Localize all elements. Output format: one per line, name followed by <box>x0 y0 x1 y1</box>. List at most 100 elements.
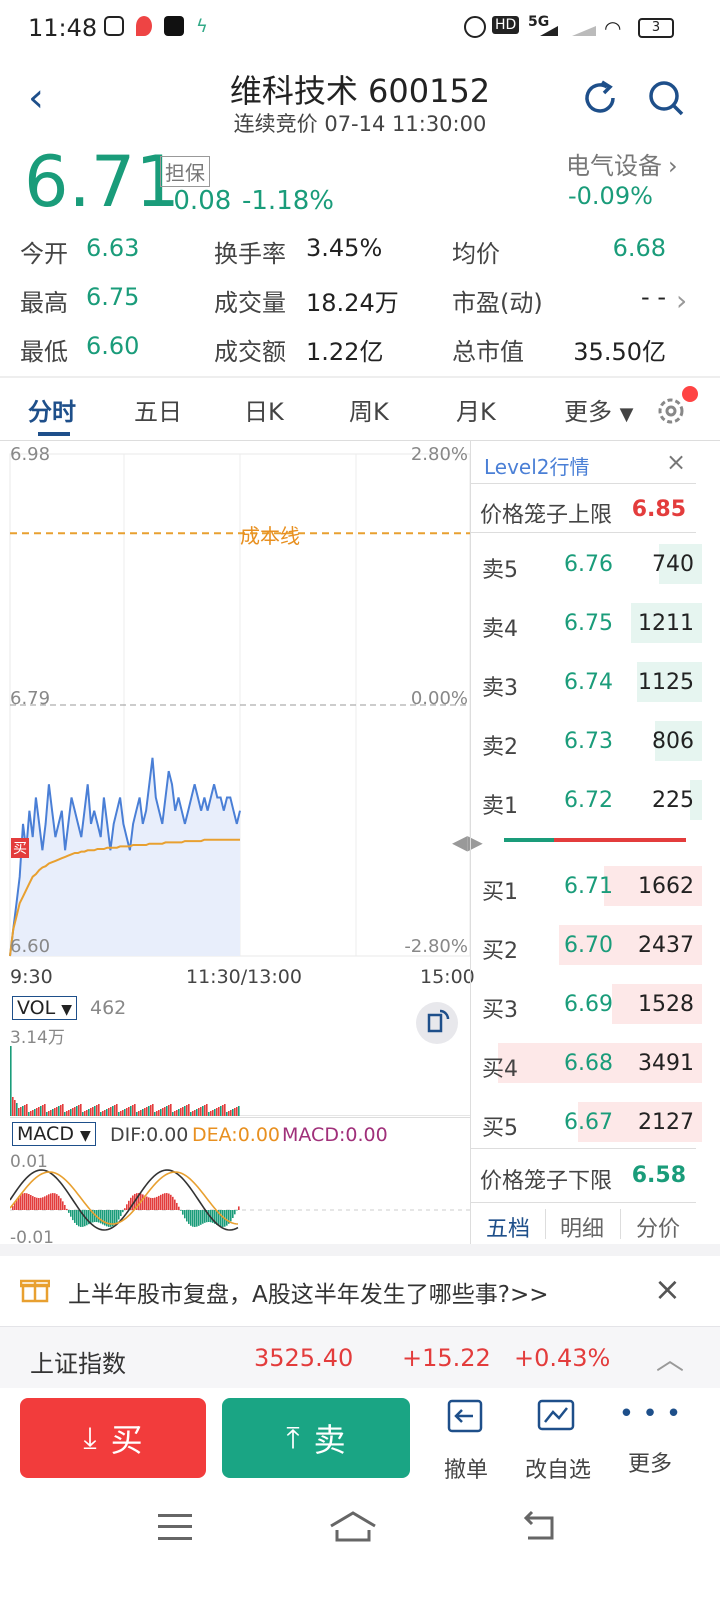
vol-bar <box>78 1105 80 1116</box>
macd-selector-label: MACD <box>17 1123 74 1145</box>
macd-bar <box>148 1197 150 1210</box>
bid-row[interactable]: 买4 6.68 3491 <box>482 1043 702 1083</box>
settings-icon[interactable] <box>654 394 688 428</box>
ask-row[interactable]: 卖5 6.76 740 <box>482 544 702 584</box>
news-link[interactable]: 上半年股市复盘，A股这半年发生了哪些事?>> <box>68 1282 549 1308</box>
tab-details[interactable]: 明细 <box>560 1217 605 1242</box>
macd-bar <box>16 1199 18 1210</box>
tab-more[interactable]: 更多 ▼ <box>564 398 634 426</box>
notification-dot <box>682 386 698 402</box>
ask-row[interactable]: 卖3 6.74 1125 <box>482 662 702 702</box>
macd-bar <box>220 1210 222 1227</box>
level2-close-icon[interactable]: × <box>666 448 687 476</box>
search-icon[interactable] <box>646 78 686 118</box>
sector-link[interactable]: 电气设备 › <box>566 152 678 180</box>
bid-label: 买4 <box>482 1057 518 1082</box>
refresh-icon[interactable] <box>580 78 620 118</box>
macd-bar <box>122 1210 124 1213</box>
volume-bars <box>10 1046 470 1116</box>
tab-daily-k[interactable]: 日K <box>244 398 284 426</box>
intraday-chart[interactable] <box>0 440 472 990</box>
ask-row[interactable]: 卖1 6.72 225 <box>482 780 702 820</box>
bid-price: 6.69 <box>564 992 613 1017</box>
sector-change: -0.09% <box>568 182 653 210</box>
bid-row[interactable]: 买5 6.67 2127 <box>482 1102 702 1142</box>
stats-expand-icon[interactable]: › <box>676 284 688 317</box>
macd-bar <box>216 1210 218 1225</box>
edit-watchlist-button[interactable]: 改自选 <box>518 1398 598 1484</box>
panel-toggle-icon[interactable]: ◀▶ <box>452 830 483 854</box>
vol-bar <box>164 1107 166 1116</box>
macd-selector[interactable]: MACD ▼ <box>12 1122 96 1146</box>
buy-label: 买 <box>110 1421 143 1459</box>
macd-value: MACD:0.00 <box>282 1124 388 1146</box>
bid-row[interactable]: 买2 6.70 2437 <box>482 925 702 965</box>
macd-bar <box>200 1210 202 1225</box>
vol-bar <box>154 1112 156 1116</box>
tab-intraday[interactable]: 分时 <box>28 398 76 426</box>
vol-bar <box>40 1106 42 1116</box>
bid-row[interactable]: 买1 6.71 1662 <box>482 866 702 906</box>
vol-bar <box>70 1109 72 1116</box>
vol-bar <box>130 1106 132 1116</box>
vol-bar <box>200 1107 202 1116</box>
macd-bar <box>104 1210 106 1226</box>
alarm-icon <box>464 16 486 38</box>
vol-bar <box>234 1108 236 1116</box>
macd-bar <box>212 1210 214 1223</box>
bid-price: 6.68 <box>564 1051 613 1076</box>
signal2-icon <box>572 26 596 36</box>
current-price: 6.71 <box>24 141 180 223</box>
macd-bar <box>182 1210 184 1215</box>
nav-menu-icon[interactable] <box>158 1514 192 1540</box>
macd-bar <box>92 1210 94 1223</box>
ask-label: 卖4 <box>482 617 518 642</box>
macd-bar <box>72 1210 74 1221</box>
tab-five-day[interactable]: 五日 <box>134 398 182 426</box>
ask-row[interactable]: 卖4 6.75 1211 <box>482 603 702 643</box>
bid-row[interactable]: 买3 6.69 1528 <box>482 984 702 1024</box>
vol-bar <box>138 1111 140 1116</box>
macd-bar <box>156 1196 158 1210</box>
y-bottom-label: 6.60 <box>10 936 51 957</box>
buy-button[interactable]: ⤓ 买 <box>20 1398 206 1478</box>
sell-label: 卖 <box>313 1421 346 1459</box>
macd-bar <box>222 1210 224 1227</box>
divider <box>10 1117 470 1118</box>
vol-bar <box>142 1109 144 1116</box>
sell-button[interactable]: ⤒ 卖 <box>222 1398 410 1478</box>
vol-bar <box>54 1108 56 1116</box>
tab-five-levels[interactable]: 五档 <box>486 1217 531 1242</box>
more-actions-button[interactable]: • • • 更多 <box>610 1398 690 1478</box>
vol-selector[interactable]: VOL ▼ <box>12 996 78 1020</box>
tab-monthly-k[interactable]: 月K <box>456 398 496 426</box>
tab-price-dist[interactable]: 分价 <box>636 1217 681 1242</box>
index-bar[interactable] <box>0 1326 720 1388</box>
rotate-button[interactable] <box>416 1002 458 1044</box>
ask-price: 6.72 <box>564 788 613 813</box>
macd-bar <box>112 1210 114 1227</box>
level2-tabs: 五档 明细 分价 <box>470 1202 696 1244</box>
macd-bar <box>168 1193 170 1210</box>
pe-label: 市盈(动) <box>452 289 543 317</box>
back-button[interactable]: ‹ <box>28 75 44 121</box>
high-value: 6.75 <box>86 283 140 311</box>
macd-bar <box>230 1210 232 1222</box>
vol-bar <box>10 1046 12 1116</box>
vol-bar <box>68 1110 70 1116</box>
nav-home-icon[interactable] <box>328 1508 378 1544</box>
status-time: 11:48 <box>28 14 98 42</box>
cancel-order-button[interactable]: 撤单 <box>426 1398 506 1484</box>
bid-label: 买2 <box>482 939 518 964</box>
spread-bar-green <box>504 838 554 842</box>
cancel-order-icon <box>447 1399 483 1433</box>
ask-row[interactable]: 卖2 6.73 806 <box>482 721 702 761</box>
cancel-order-label: 撤单 <box>443 1458 488 1483</box>
news-close-icon[interactable]: × <box>654 1270 681 1308</box>
index-expand-icon[interactable]: ︿ <box>656 1343 685 1376</box>
more-icon: • • • <box>618 1399 682 1429</box>
nav-back-icon[interactable] <box>518 1508 558 1544</box>
tab-weekly-k[interactable]: 周K <box>349 398 389 426</box>
ask-price: 6.76 <box>564 552 613 577</box>
macd-bar <box>94 1210 96 1223</box>
